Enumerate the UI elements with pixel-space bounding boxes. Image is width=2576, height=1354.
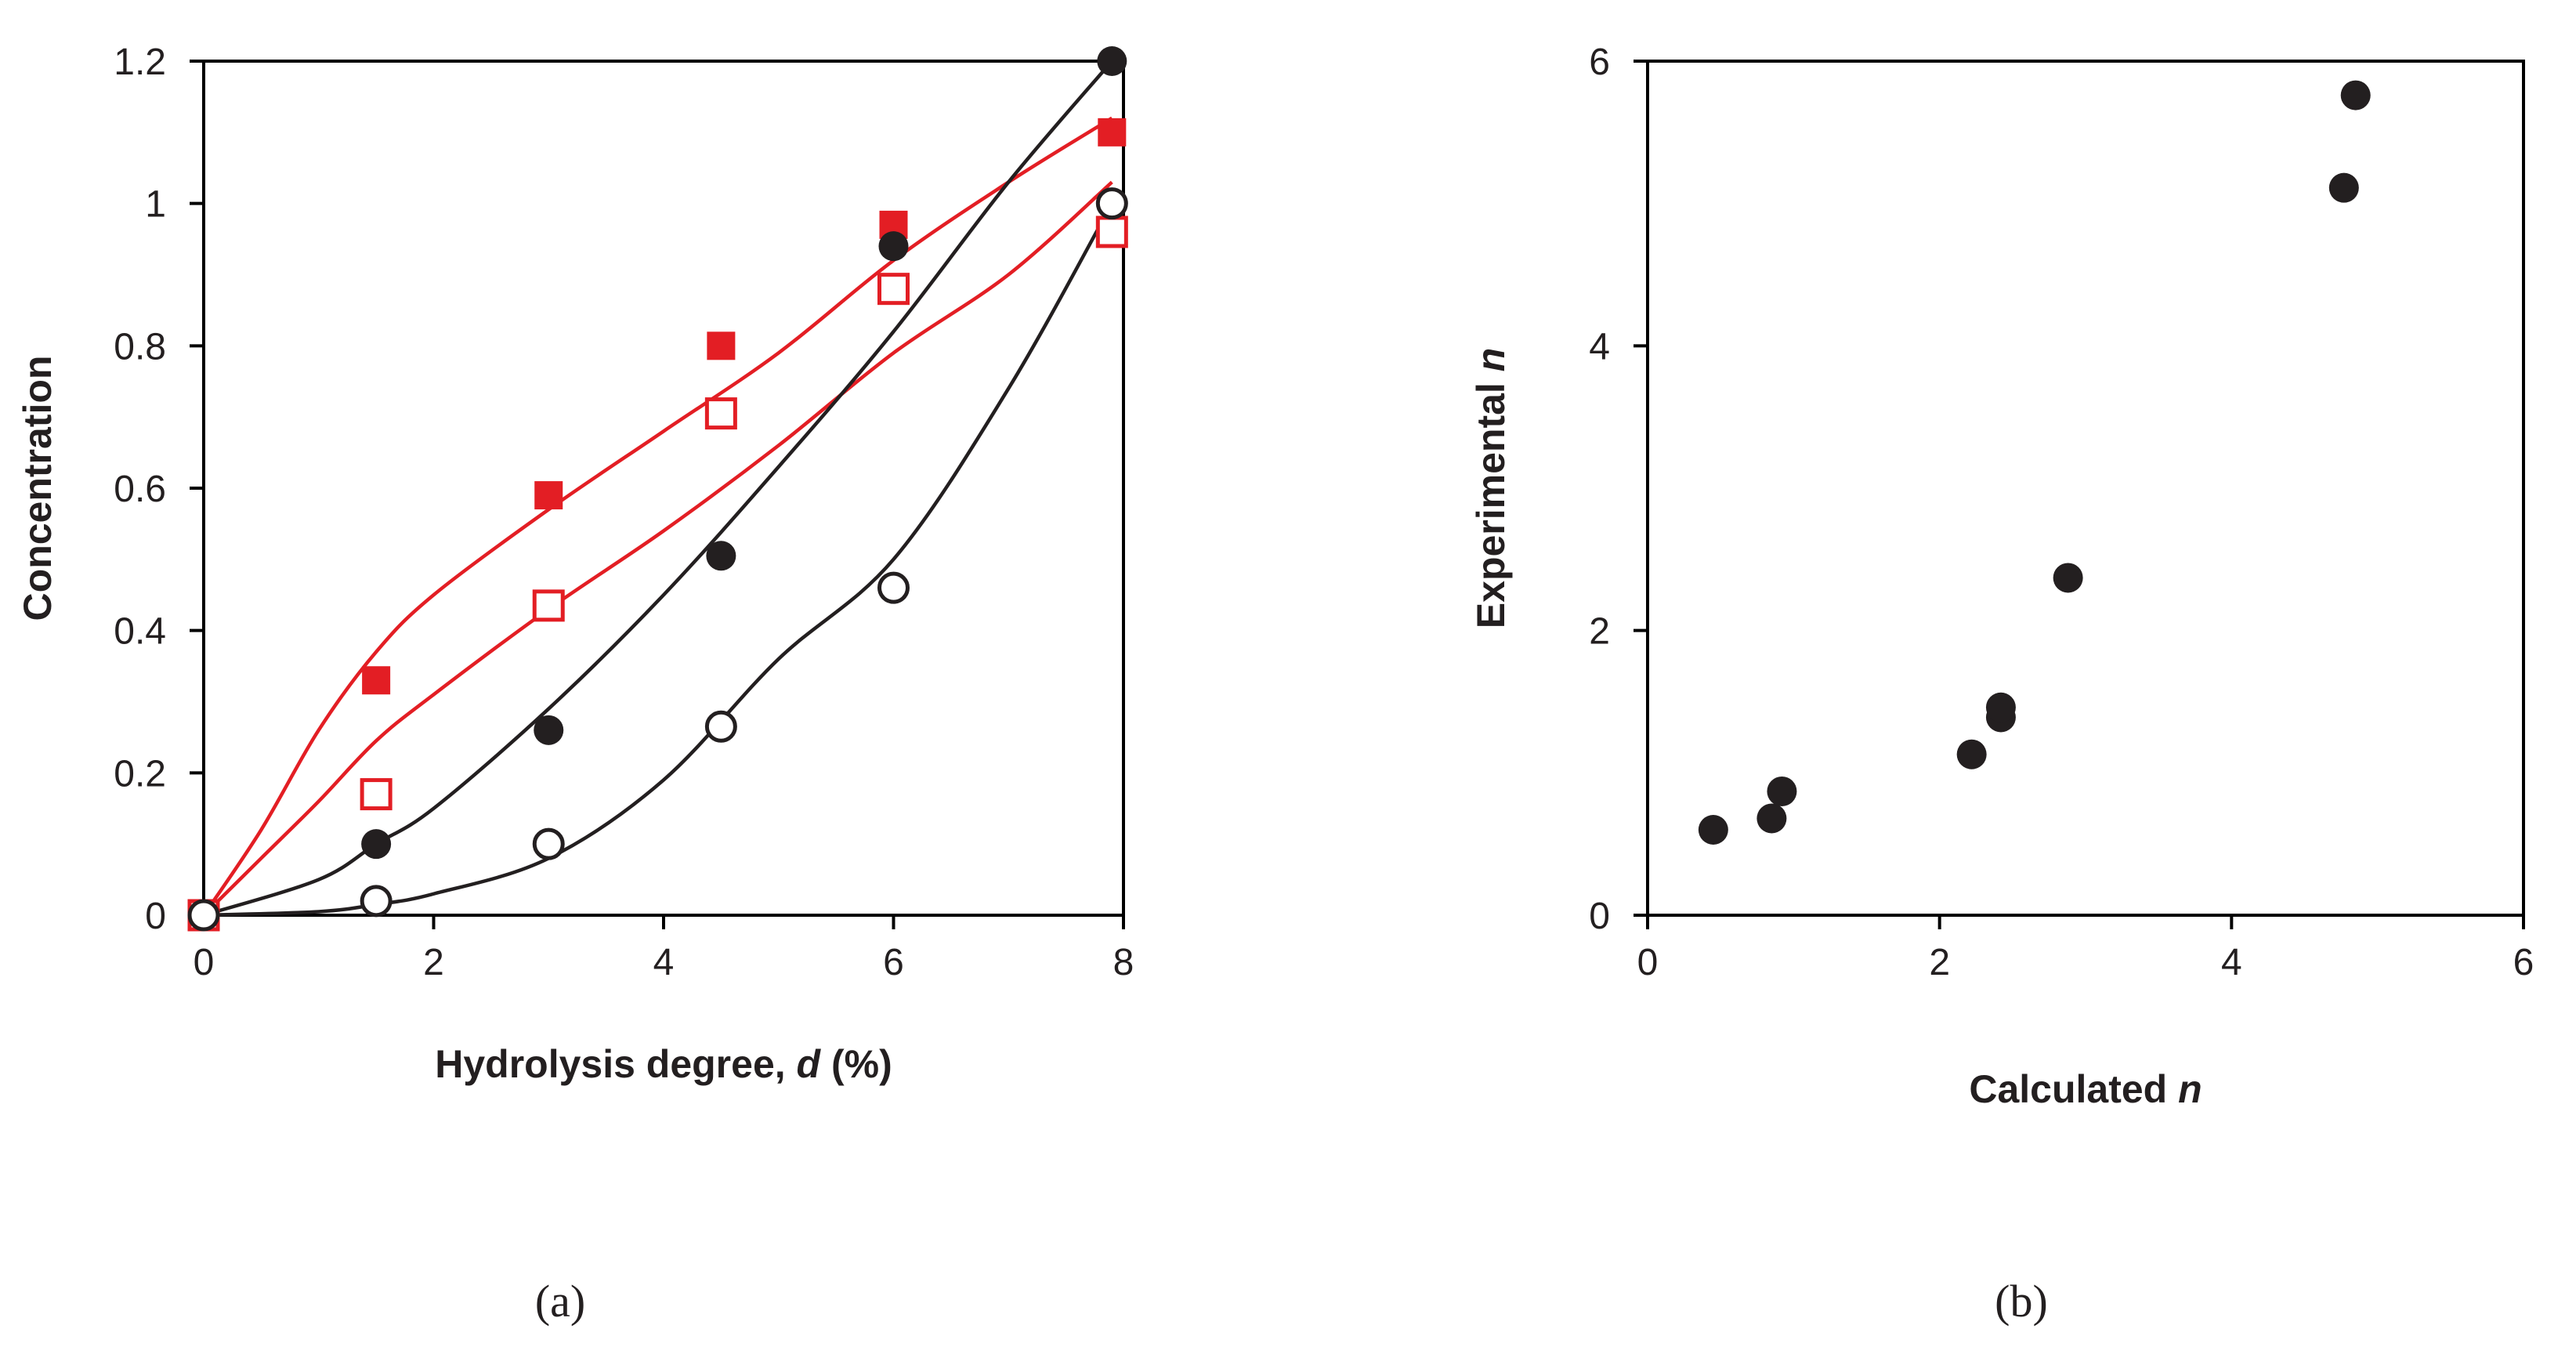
- data-point: [878, 231, 909, 262]
- data-point: [532, 827, 565, 860]
- data-point: [360, 778, 393, 811]
- data-point: [2053, 563, 2083, 593]
- y-tick-label: 4: [1589, 326, 1610, 367]
- y-tick-label: 6: [1589, 42, 1610, 83]
- chart-b-ylabel: Experimental n: [1469, 348, 1513, 628]
- y-tick-label: 0.4: [114, 611, 166, 653]
- x-tick-label: 8: [1113, 942, 1134, 983]
- x-tick-label: 4: [653, 942, 675, 983]
- panel-b-label: (b): [1995, 1276, 2048, 1327]
- chart-b-ticks: 0 2 4 6 0 2 4 6: [1589, 42, 2534, 983]
- y-tick-label: 0.2: [114, 753, 166, 795]
- x-tick-label: 4: [2221, 942, 2242, 983]
- data-point: [877, 273, 910, 306]
- y-tick-label: 0: [145, 896, 166, 937]
- y-tick-label: 0.8: [114, 326, 166, 367]
- y-tick-label: 0.6: [114, 469, 166, 510]
- chart-a: 0 2 4 6 8 0 0.2 0.4 0.6 0.8 1 1.2 Hydrolysis degree…: [16, 42, 1134, 1327]
- data-point: [877, 571, 910, 604]
- data-point: [1095, 215, 1128, 248]
- data-point: [1095, 187, 1128, 220]
- x-tick-label: 6: [883, 942, 904, 983]
- data-point: [1098, 118, 1127, 147]
- data-point: [1698, 815, 1728, 845]
- data-point: [532, 589, 565, 622]
- chart-a-ticks: 0 2 4 6 8 0 0.2 0.4 0.6 0.8 1 1.2: [114, 42, 1134, 983]
- data-point: [2340, 80, 2371, 110]
- chart-b-xlabel: Calculated n: [1969, 1067, 2202, 1111]
- data-point: [1956, 739, 1987, 769]
- chart-a-ylabel: Concentration: [16, 356, 60, 621]
- x-tick-label: 0: [194, 942, 215, 983]
- y-tick-label: 1: [145, 184, 166, 226]
- fit-curve-2: [202, 180, 1113, 917]
- chart-a-frame: [202, 60, 1125, 917]
- data-point: [1097, 46, 1127, 76]
- chart-b: 0 2 4 6 0 2 4 6 Calculated n Experimental n (b): [1469, 42, 2534, 1327]
- x-tick-label: 2: [423, 942, 444, 983]
- panel-a-label: (a): [535, 1276, 585, 1327]
- data-point: [707, 331, 736, 360]
- data-point: [1985, 692, 2016, 722]
- chart-a-xlabel: Hydrolysis degree, d (%): [435, 1042, 892, 1086]
- data-point: [704, 397, 737, 430]
- data-point: [1767, 776, 1797, 806]
- data-point: [362, 666, 391, 695]
- data-point: [534, 481, 563, 510]
- y-tick-label: 2: [1589, 611, 1610, 653]
- x-tick-label: 2: [1929, 942, 1950, 983]
- data-point: [187, 899, 220, 932]
- chart-b-markers: [1698, 80, 2371, 845]
- data-point: [360, 885, 393, 918]
- fit-curve-4: [203, 202, 1114, 918]
- chart-a-markers: [187, 46, 1128, 932]
- chart-a-fit-curves: [202, 60, 1114, 918]
- fit-curve-1: [202, 116, 1113, 917]
- chart-b-frame: [1646, 60, 2525, 917]
- y-tick-label: 0: [1589, 896, 1610, 937]
- data-point: [2328, 172, 2359, 203]
- data-point: [361, 829, 392, 860]
- x-tick-label: 6: [2513, 942, 2534, 983]
- data-point: [1757, 803, 1787, 834]
- y-tick-label: 1.2: [114, 42, 166, 83]
- x-tick-label: 0: [1637, 942, 1659, 983]
- data-point: [704, 710, 737, 743]
- data-point: [706, 541, 736, 571]
- data-point: [534, 715, 564, 745]
